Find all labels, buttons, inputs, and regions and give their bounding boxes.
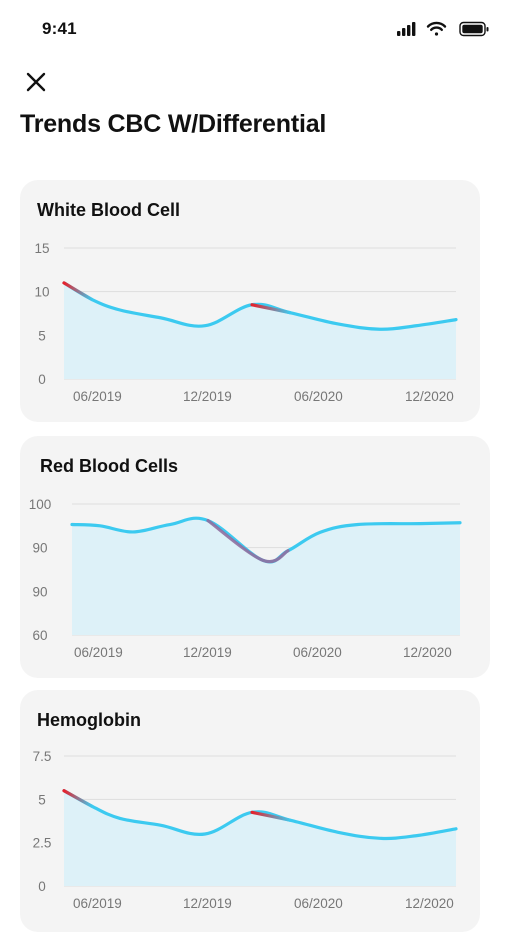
wbc-chart: 15 10 5 0 06/2019 12/2019 06/2020 12/2020 (20, 180, 480, 422)
y-tick-label: 90 (32, 584, 47, 599)
x-tick-label: 06/2019 (73, 896, 122, 911)
status-bar: 9:41 (0, 0, 507, 56)
series-area (64, 283, 456, 379)
x-tick-label: 06/2020 (294, 896, 343, 911)
x-tick-label: 06/2019 (73, 389, 122, 404)
signal-icon (397, 22, 415, 36)
x-tick-label: 06/2020 (293, 645, 342, 660)
y-tick-label: 7.5 (33, 749, 52, 764)
y-tick-label: 5 (38, 792, 46, 807)
x-tick-label: 12/2019 (183, 645, 232, 660)
close-icon (20, 66, 52, 98)
status-time: 9:41 (42, 19, 77, 39)
y-tick-label: 15 (34, 241, 49, 256)
x-tick-label: 06/2019 (74, 645, 123, 660)
page-title: Trends CBC W/Differential (20, 110, 326, 139)
wifi-icon (428, 23, 445, 36)
x-tick-label: 12/2019 (183, 896, 232, 911)
rbc-chart: 100 90 90 60 06/2019 12/2019 06/2020 12/2020 (20, 436, 490, 678)
y-tick-label: 0 (38, 879, 46, 894)
x-tick-label: 12/2019 (183, 389, 232, 404)
series-area (72, 518, 460, 635)
y-tick-label: 5 (38, 328, 46, 343)
hemoglobin-chart: 7.5 5 2.5 0 06/2019 12/2019 06/2020 12/2020 (20, 690, 480, 932)
y-tick-label: 60 (32, 628, 47, 643)
battery-icon (460, 23, 489, 36)
y-tick-label: 10 (34, 285, 49, 300)
status-icons (396, 18, 492, 40)
x-tick-label: 12/2020 (405, 389, 454, 404)
y-tick-label: 100 (29, 497, 52, 512)
x-tick-label: 12/2020 (405, 896, 454, 911)
x-tick-label: 12/2020 (403, 645, 452, 660)
x-tick-label: 06/2020 (294, 389, 343, 404)
y-tick-label: 0 (38, 372, 46, 387)
close-button[interactable] (20, 66, 52, 98)
y-tick-label: 90 (32, 541, 47, 556)
y-tick-label: 2.5 (33, 836, 52, 851)
